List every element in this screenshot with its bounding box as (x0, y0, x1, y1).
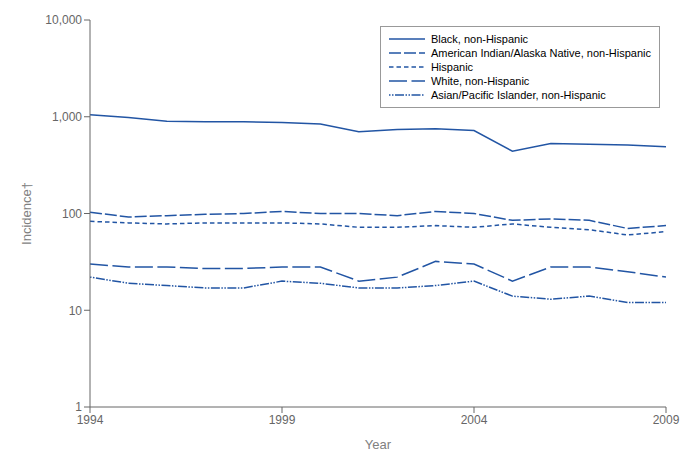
svg-text:Year: Year (365, 437, 392, 452)
html-text:American Indian/Alaska Native,: American Indian/Alaska Native, non-Hispa… (430, 47, 651, 59)
svg-text:Incidence†: Incidence† (19, 182, 34, 245)
html-text:Hispanic: Hispanic (430, 61, 474, 73)
svg-text:2004: 2004 (461, 413, 488, 427)
html-text:Asian/Pacific Islander, non-Hi: Asian/Pacific Islander, non-Hispanic (430, 89, 606, 101)
svg-text:2009: 2009 (653, 413, 680, 427)
html-text:Black, non-Hispanic: Black, non-Hispanic (430, 33, 529, 45)
svg-text:10: 10 (69, 304, 83, 318)
html-text:White, non-Hispanic: White, non-Hispanic (430, 75, 530, 87)
svg-text:10,000: 10,000 (45, 13, 82, 27)
svg-text:1,000: 1,000 (52, 110, 82, 124)
svg-text:1: 1 (75, 400, 82, 414)
svg-text:100: 100 (62, 207, 82, 221)
svg-text:1994: 1994 (77, 413, 104, 427)
svg-text:1999: 1999 (269, 413, 296, 427)
